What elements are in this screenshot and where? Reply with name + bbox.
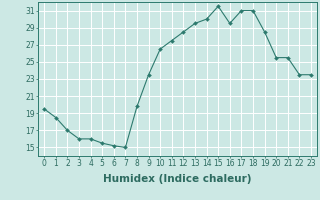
X-axis label: Humidex (Indice chaleur): Humidex (Indice chaleur) xyxy=(103,174,252,184)
